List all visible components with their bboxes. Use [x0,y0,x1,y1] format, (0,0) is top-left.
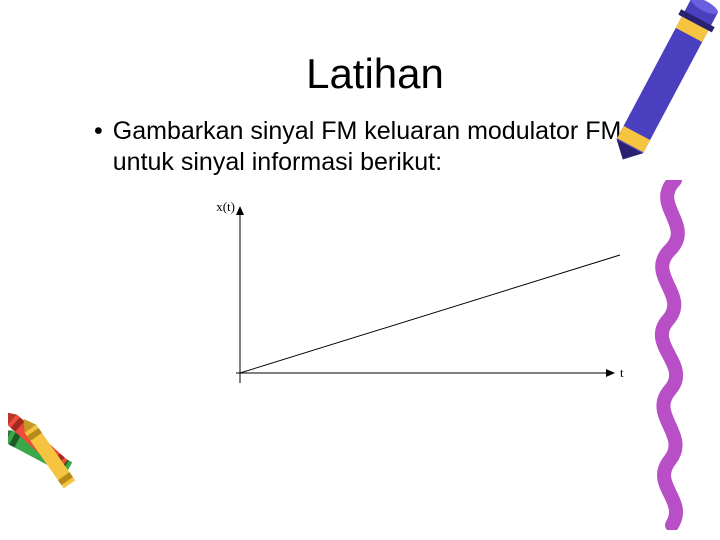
slide-title: Latihan [90,50,660,98]
svg-text:t: t [620,365,624,380]
signal-graph: x(t) t [190,195,630,395]
svg-text:x(t): x(t) [216,199,235,214]
bullet-item: • Gambarkan sinyal FM keluaran modulator… [90,116,660,179]
slide-container: Latihan • Gambarkan sinyal FM keluaran m… [0,0,720,540]
graph-container: x(t) t [190,195,660,400]
crayons-decoration-bottom-left [8,390,108,500]
bullet-marker: • [90,116,103,147]
bullet-text: Gambarkan sinyal FM keluaran modulator F… [113,116,660,179]
